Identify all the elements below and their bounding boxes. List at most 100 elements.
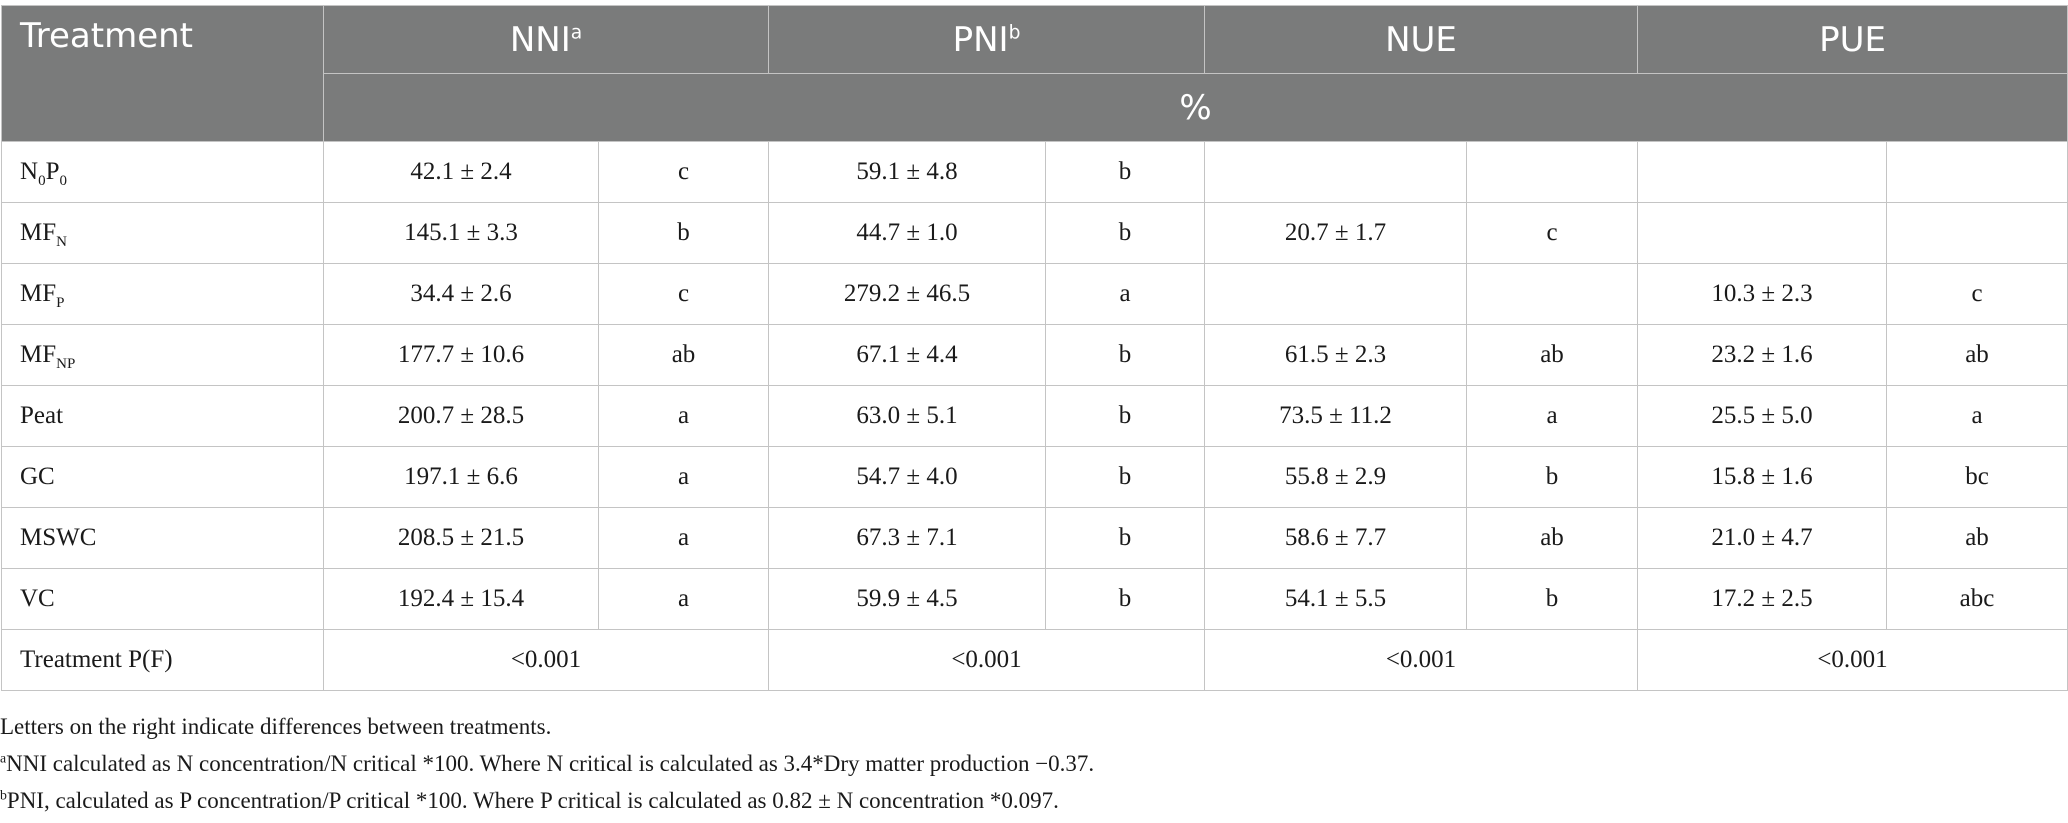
- significance-letter: abc: [1886, 568, 2068, 630]
- significance-letter: c: [1886, 263, 2068, 325]
- significance-letter: b: [1045, 507, 1206, 569]
- significance-letter: [1886, 141, 2068, 203]
- significance-letter: c: [1466, 202, 1639, 264]
- significance-letter: b: [1045, 446, 1206, 508]
- significance-letter: a: [597, 446, 770, 508]
- significance-letter: c: [597, 141, 770, 203]
- table-notes: Letters on the right indicate difference…: [0, 708, 2066, 819]
- pue-value: 25.5 ± 5.0: [1637, 385, 1888, 447]
- pf-row: Treatment P(F) <0.001 <0.001 <0.001 <0.001: [1, 629, 2068, 691]
- significance-letter: b: [1045, 141, 1206, 203]
- significance-letter: ab: [1466, 324, 1639, 386]
- pue-value: [1637, 141, 1888, 203]
- treatment-name: MFNP: [1, 324, 324, 386]
- treatment-name: MSWC: [1, 507, 324, 569]
- pni-value: 67.1 ± 4.4: [768, 324, 1047, 386]
- pue-value: 15.8 ± 1.6: [1637, 446, 1888, 508]
- nni-value: 34.4 ± 2.6: [323, 263, 599, 325]
- pue-value: 17.2 ± 2.5: [1637, 568, 1888, 630]
- pni-value: 44.7 ± 1.0: [768, 202, 1047, 264]
- table-row: Peat 200.7 ± 28.5 a 63.0 ± 5.1 b 73.5 ± 11.2 a…: [1, 385, 2068, 447]
- nue-value: 58.6 ± 7.7: [1204, 507, 1468, 569]
- pf-label: Treatment P(F): [1, 629, 324, 691]
- nni-value: 177.7 ± 10.6: [323, 324, 599, 386]
- nue-value: [1204, 141, 1468, 203]
- significance-letter: [1466, 263, 1639, 325]
- nni-value: 42.1 ± 2.4: [323, 141, 599, 203]
- pf-nni: <0.001: [322, 629, 770, 691]
- pni-header: PNIb: [768, 5, 1206, 74]
- significance-letter: a: [597, 507, 770, 569]
- pf-nue: <0.001: [1204, 629, 1639, 691]
- significance-letter: a: [597, 385, 770, 447]
- significance-letter: b: [1045, 385, 1206, 447]
- significance-letter: b: [1466, 568, 1639, 630]
- significance-letter: ab: [1466, 507, 1639, 569]
- table-row: MFNP 177.7 ± 10.6 ab 67.1 ± 4.4 b 61.5 ± 2.3 a…: [1, 324, 2068, 386]
- table-row: MFP 34.4 ± 2.6 c 279.2 ± 46.5 a 10.3 ± 2.3 c: [1, 263, 2068, 325]
- table-row: MFN 145.1 ± 3.3 b 44.7 ± 1.0 b 20.7 ± 1.7 c: [1, 202, 2068, 264]
- significance-letter: bc: [1886, 446, 2068, 508]
- pni-value: 63.0 ± 5.1: [768, 385, 1047, 447]
- nni-value: 192.4 ± 15.4: [323, 568, 599, 630]
- pni-value: 59.9 ± 4.5: [768, 568, 1047, 630]
- pf-pue: <0.001: [1637, 629, 2068, 691]
- pni-value: 67.3 ± 7.1: [768, 507, 1047, 569]
- significance-letter: a: [1045, 263, 1206, 325]
- header-row: Treatment NNIa PNIb NUE PUE: [1, 5, 2068, 142]
- nue-value: 61.5 ± 2.3: [1204, 324, 1468, 386]
- note-pni: bPNI, calculated as P concentration/P cr…: [0, 787, 1059, 813]
- nni-value: 197.1 ± 6.6: [323, 446, 599, 508]
- note-nni: aNNI calculated as N concentration/N cri…: [0, 750, 1095, 776]
- significance-letter: b: [1045, 324, 1206, 386]
- table-row: GC 197.1 ± 6.6 a 54.7 ± 4.0 b 55.8 ± 2.9 b 15.8…: [1, 446, 2068, 508]
- significance-letter: ab: [1886, 507, 2068, 569]
- nni-header: NNIa: [322, 5, 770, 74]
- table-row: MSWC 208.5 ± 21.5 a 67.3 ± 7.1 b 58.6 ± 7.7 ab…: [1, 507, 2068, 569]
- significance-letter: a: [597, 568, 770, 630]
- nni-value: 208.5 ± 21.5: [323, 507, 599, 569]
- nue-value: [1204, 263, 1468, 325]
- pue-value: 23.2 ± 1.6: [1637, 324, 1888, 386]
- unit-row: %: [2, 73, 2068, 142]
- nue-value: 54.1 ± 5.5: [1204, 568, 1468, 630]
- pni-value: 54.7 ± 4.0: [768, 446, 1047, 508]
- treatment-name: MFP: [1, 263, 324, 325]
- significance-letter: c: [597, 263, 770, 325]
- treatment-name: GC: [1, 446, 324, 508]
- nue-header: NUE: [1204, 5, 1639, 74]
- significance-letter: b: [597, 202, 770, 264]
- pue-value: 21.0 ± 4.7: [1637, 507, 1888, 569]
- pue-value: [1637, 202, 1888, 264]
- pue-header: PUE: [1637, 5, 2068, 74]
- nni-value: 200.7 ± 28.5: [323, 385, 599, 447]
- unit-header: %: [322, 73, 2068, 142]
- nni-value: 145.1 ± 3.3: [323, 202, 599, 264]
- table-row: VC 192.4 ± 15.4 a 59.9 ± 4.5 b 54.1 ± 5.5 b 17.…: [1, 568, 2068, 630]
- pf-pni: <0.001: [768, 629, 1206, 691]
- significance-letter: b: [1045, 202, 1206, 264]
- significance-letter: a: [1466, 385, 1639, 447]
- nue-value: 20.7 ± 1.7: [1204, 202, 1468, 264]
- treatment-name: N0P0: [1, 141, 324, 203]
- significance-letter: ab: [1886, 324, 2068, 386]
- significance-letter: a: [1886, 385, 2068, 447]
- table-row: N0P0 42.1 ± 2.4 c 59.1 ± 4.8 b: [1, 141, 2068, 203]
- pni-value: 59.1 ± 4.8: [768, 141, 1047, 203]
- treatment-header: Treatment: [1, 5, 324, 142]
- significance-letter: b: [1466, 446, 1639, 508]
- significance-letter: [1886, 202, 2068, 264]
- results-table: Treatment NNIa PNIb NUE PUE % N0P0 42.1 ±…: [1, 5, 2068, 691]
- significance-letter: [1466, 141, 1639, 203]
- significance-letter: ab: [597, 324, 770, 386]
- pni-value: 279.2 ± 46.5: [768, 263, 1047, 325]
- treatment-name: MFN: [1, 202, 324, 264]
- treatment-name: VC: [1, 568, 324, 630]
- nue-value: 73.5 ± 11.2: [1204, 385, 1468, 447]
- nue-value: 55.8 ± 2.9: [1204, 446, 1468, 508]
- note-letters: Letters on the right indicate difference…: [0, 714, 552, 739]
- pue-value: 10.3 ± 2.3: [1637, 263, 1888, 325]
- significance-letter: b: [1045, 568, 1206, 630]
- treatment-name: Peat: [1, 385, 324, 447]
